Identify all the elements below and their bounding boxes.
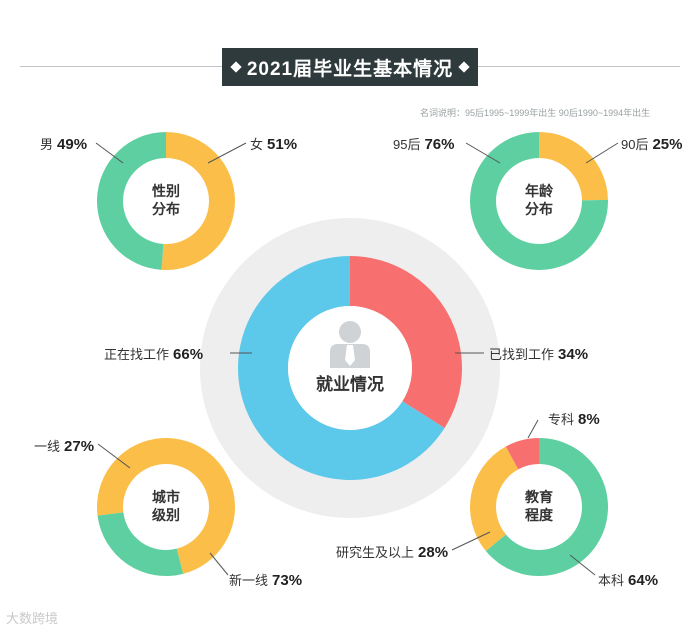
label-female: 女 51%	[250, 134, 297, 153]
label-newtier1: 新一线 73%	[229, 570, 302, 589]
label-found-value: 34%	[558, 346, 589, 363]
label-newtier1-name: 新一线	[229, 573, 269, 588]
label-found: 已找到工作 34%	[489, 344, 588, 363]
label-seeking: 正在找工作 66%	[104, 344, 203, 363]
city-slice-1	[97, 438, 235, 574]
gender-center-line-1: 性别	[152, 183, 180, 199]
employment-slice-2	[238, 256, 445, 480]
title-rule-right	[478, 66, 680, 67]
label-tier1-value: 27%	[64, 438, 95, 455]
label-age90: 90后 25%	[621, 134, 683, 153]
city-center-label: 城市 级别	[136, 489, 196, 524]
gender-center-line-2: 分布	[152, 200, 180, 217]
gender-center-label: 性别 分布	[136, 183, 196, 218]
leader-male	[95, 142, 124, 164]
terms-note: 名词说明：95后1995~1999年出生 90后1990~1994年出生	[420, 108, 651, 118]
label-found-name: 已找到工作	[489, 347, 555, 362]
person-icon	[330, 321, 370, 368]
leader-newtier1	[209, 552, 229, 576]
label-grad-name: 研究生及以上	[336, 545, 415, 560]
age-slice-1	[539, 132, 608, 201]
leader-age95	[465, 142, 501, 164]
leader-tier1	[97, 443, 131, 469]
gender-slice-1	[161, 132, 236, 270]
education-center-line-1: 教育	[525, 489, 553, 505]
page-title: 2021届毕业生基本情况	[222, 48, 478, 86]
leader-junior	[527, 419, 539, 439]
education-slice-1	[485, 438, 608, 576]
age-center-label: 年龄 分布	[509, 183, 569, 218]
label-age95-name: 95后	[393, 137, 421, 152]
city-slice-2	[97, 512, 184, 576]
education-donut	[470, 438, 608, 576]
watermark: 大数跨境	[6, 611, 59, 626]
label-female-value: 51%	[267, 136, 298, 153]
label-male-value: 49%	[57, 136, 88, 153]
label-female-name: 女	[250, 137, 264, 152]
city-center-line-1: 城市	[152, 489, 180, 505]
education-center-label: 教育 程度	[509, 489, 569, 524]
label-age90-name: 90后	[621, 137, 649, 152]
education-slice-2	[470, 446, 519, 551]
label-grad: 研究生及以上 28%	[336, 542, 448, 561]
leader-bachelor	[569, 554, 596, 576]
leader-grad	[451, 531, 491, 551]
gender-slice-2	[96, 132, 166, 270]
label-age95-value: 76%	[424, 136, 455, 153]
label-age95: 95后 76%	[393, 134, 455, 153]
label-tier1-name: 一线	[34, 439, 61, 454]
label-seeking-name: 正在找工作	[104, 347, 170, 362]
city-donut	[97, 438, 235, 576]
age-center-line-2: 分布	[525, 200, 553, 217]
education-center-line-2: 程度	[525, 506, 553, 523]
city-center-line-2: 级别	[152, 506, 180, 523]
employment-center-label: 就业情况	[316, 375, 384, 394]
age-slice-2	[470, 132, 608, 270]
label-grad-value: 28%	[418, 544, 449, 561]
label-junior-name: 专科	[548, 412, 575, 427]
employment-slice-1	[350, 256, 462, 429]
label-newtier1-value: 73%	[272, 572, 303, 589]
label-tier1: 一线 27%	[34, 436, 94, 455]
education-slice-3	[505, 438, 539, 470]
label-bachelor-value: 64%	[628, 572, 659, 589]
leader-age90	[585, 142, 619, 164]
age-center-line-1: 年龄	[525, 183, 553, 199]
leader-female	[207, 142, 247, 164]
label-male-name: 男	[40, 137, 54, 152]
age-donut	[470, 132, 608, 270]
label-seeking-value: 66%	[173, 346, 204, 363]
label-bachelor-name: 本科	[598, 573, 625, 588]
label-junior: 专科 8%	[548, 409, 600, 428]
label-age90-value: 25%	[652, 136, 683, 153]
label-male: 男 49%	[40, 134, 87, 153]
label-junior-value: 8%	[578, 411, 600, 428]
title-rule-left	[20, 66, 222, 67]
employment-donut	[200, 218, 500, 518]
gender-donut	[96, 132, 236, 270]
label-bachelor: 本科 64%	[598, 570, 658, 589]
